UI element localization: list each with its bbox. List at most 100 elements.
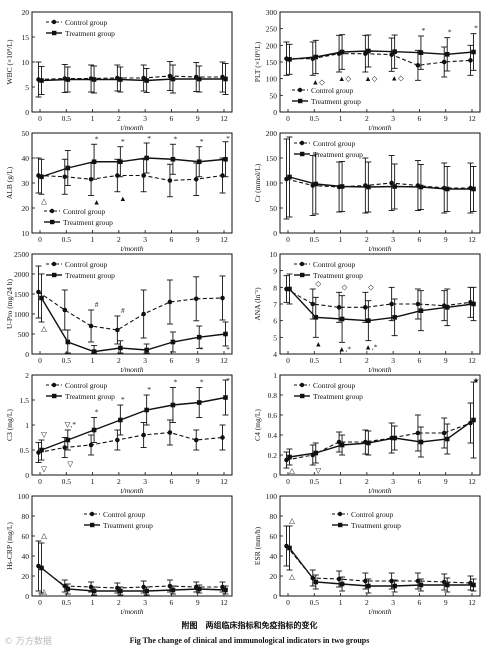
treatment-point xyxy=(118,345,123,351)
legend-label: Control group xyxy=(65,260,108,269)
significance-marker: ★ xyxy=(473,376,480,385)
treatment-point xyxy=(392,184,397,189)
x-tick-label: 0 xyxy=(38,114,42,123)
legend-label: Treatment group xyxy=(65,29,115,38)
treatment-point xyxy=(39,565,44,571)
x-tick-label: 3 xyxy=(391,235,395,244)
x-tick-label: 2 xyxy=(365,477,369,486)
legend-label: Control group xyxy=(313,139,356,148)
control-point xyxy=(220,295,225,301)
x-tick-label: 6 xyxy=(418,235,422,244)
legend-marker xyxy=(52,393,57,399)
control-point xyxy=(415,578,421,584)
treatment-point xyxy=(366,440,371,446)
x-tick-label: 6 xyxy=(418,477,422,486)
treatment-point xyxy=(144,347,149,353)
x-tick-label: 12 xyxy=(220,114,228,123)
x-tick-label: 9 xyxy=(444,356,448,365)
x-tick-label: 2 xyxy=(117,477,121,486)
y-tick-label: 30 xyxy=(22,179,30,188)
significance-marker: * xyxy=(121,137,125,146)
y-tick-label: 0 xyxy=(273,592,277,601)
control-point xyxy=(141,173,146,178)
y-tick-label: 2500 xyxy=(14,250,29,259)
y-tick-label: 80 xyxy=(22,512,30,521)
legend-label: Treatment group xyxy=(313,392,363,401)
y-tick-label: 0 xyxy=(273,229,277,238)
legend-marker xyxy=(299,140,305,146)
treatment-point xyxy=(418,308,424,313)
plot-frame xyxy=(279,374,481,476)
y-tick-label: 1 xyxy=(25,421,29,430)
control-point xyxy=(389,301,394,307)
x-tick-label: 2 xyxy=(365,356,369,365)
treatment-point xyxy=(287,174,292,180)
x-axis-label: t/month xyxy=(369,365,392,374)
legend-marker xyxy=(51,261,57,267)
y-tick-label: 100 xyxy=(18,492,30,501)
treatment-point xyxy=(196,586,202,592)
control-point xyxy=(441,59,447,65)
x-tick-label: 1 xyxy=(91,598,95,607)
control-series-line xyxy=(38,174,223,182)
x-tick-label: 0.5 xyxy=(62,114,72,123)
significance-marker: # xyxy=(121,306,125,315)
treatment-point xyxy=(339,184,345,189)
treatment-point xyxy=(144,407,149,413)
significance-marker: ▽ xyxy=(67,460,73,469)
treatment-point xyxy=(144,155,149,161)
x-tick-label: 3 xyxy=(143,114,147,123)
control-point xyxy=(363,305,368,310)
control-point xyxy=(167,178,173,183)
x-axis-label: t/month xyxy=(369,123,392,132)
treatment-point xyxy=(170,339,176,345)
significance-marker: △ xyxy=(289,516,295,525)
y-tick-label: 10 xyxy=(22,229,30,238)
treatment-point xyxy=(170,587,176,593)
significance-marker: ▲,* xyxy=(338,344,351,353)
x-tick-label: 3 xyxy=(143,477,147,486)
control-point xyxy=(415,301,421,307)
y-tick-label: 0 xyxy=(273,471,277,480)
treatment-point xyxy=(118,77,123,82)
x-tick-label: 0.5 xyxy=(310,356,320,365)
significance-marker: * xyxy=(448,28,452,37)
x-axis-label: t/month xyxy=(121,244,144,253)
y-axis-label: U-Pro (mg/24 h) xyxy=(5,279,14,329)
significance-marker: △ xyxy=(289,572,295,581)
treatment-point xyxy=(392,49,397,54)
significance-marker: ▽ xyxy=(315,466,321,475)
treatment-point xyxy=(91,588,97,594)
x-tick-label: 0.5 xyxy=(310,114,320,123)
y-tick-label: 100 xyxy=(266,179,278,188)
y-tick-label: 10 xyxy=(22,58,30,67)
x-tick-label: 12 xyxy=(468,356,476,365)
y-tick-label: 20 xyxy=(22,8,30,17)
significance-marker: ▽ xyxy=(41,430,47,439)
treatment-series-line xyxy=(41,396,226,451)
treatment-series-line xyxy=(288,288,474,322)
y-axis-label: ANA (lnˉ¹) xyxy=(253,287,262,321)
x-tick-label: 9 xyxy=(444,477,448,486)
treatment-series-line xyxy=(41,78,226,82)
x-tick-label: 1 xyxy=(339,598,343,607)
x-tick-label: 6 xyxy=(418,598,422,607)
legend-label: Treatment group xyxy=(313,271,363,280)
significance-marker: * xyxy=(226,376,230,385)
control-series-line xyxy=(286,53,471,66)
control-point xyxy=(62,174,68,180)
treatment-point xyxy=(223,395,228,400)
treatment-point xyxy=(170,156,176,162)
y-tick-label: 7 xyxy=(273,300,277,309)
control-point xyxy=(310,301,316,307)
treatment-point xyxy=(65,586,71,592)
legend-marker xyxy=(50,219,55,225)
x-tick-label: 2 xyxy=(117,598,121,607)
control-point xyxy=(141,432,146,438)
